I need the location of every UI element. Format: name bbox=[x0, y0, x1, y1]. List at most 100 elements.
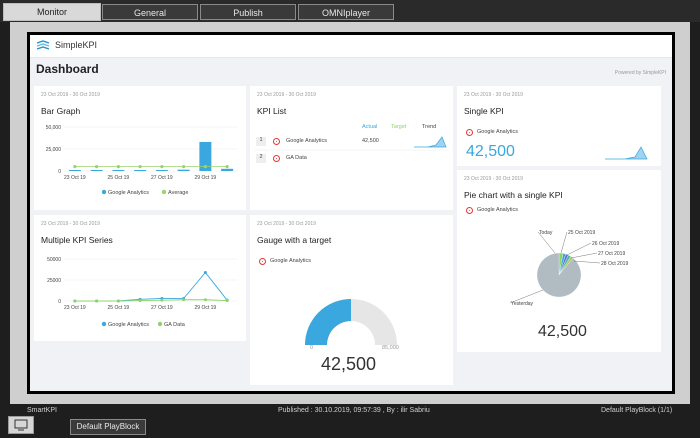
card-title: Gauge with a target bbox=[257, 235, 332, 245]
average-point bbox=[160, 165, 164, 169]
average-point bbox=[116, 165, 120, 169]
series-point bbox=[203, 298, 207, 302]
average-point bbox=[138, 165, 142, 169]
row-name: GA Data bbox=[286, 155, 307, 161]
tab-publish[interactable]: Publish bbox=[200, 4, 296, 20]
card-title: Multiple KPI Series bbox=[41, 235, 113, 245]
page-title: Dashboard bbox=[36, 62, 99, 76]
card-title: KPI List bbox=[257, 106, 287, 116]
kpi-list-card: 23 Oct 2019 - 30 Oct 2019 KPI List Actua… bbox=[250, 86, 453, 210]
default-playblock-button[interactable]: Default PlayBlock bbox=[70, 419, 146, 435]
pie-label: Today bbox=[539, 230, 553, 236]
pie-leader-line bbox=[537, 231, 556, 254]
gauge-chart bbox=[305, 299, 397, 345]
gauge-card: 23 Oct 2019 - 30 Oct 2019 Gauge with a t… bbox=[250, 215, 453, 385]
preview-stage: SimpleKPI Dashboard Powered by SimpleKPI… bbox=[10, 22, 690, 404]
row-index: 2 bbox=[256, 154, 266, 163]
pie-leader-line bbox=[570, 252, 598, 259]
multi-series-chart: 0 25000 50000 23 Oct 19 25 Oct 19 27 Oct 19 29… bbox=[47, 257, 238, 311]
date-range: 23 Oct 2019 - 30 Oct 2019 bbox=[41, 92, 100, 98]
pie-label: 28 Oct 2019 bbox=[601, 261, 628, 267]
brand-name: SimpleKPI bbox=[55, 40, 98, 50]
gauge-max: 85,000 bbox=[382, 345, 399, 351]
x-tick-label: 25 Oct 19 bbox=[108, 175, 130, 181]
legend-google-analytics: Google Analytics bbox=[108, 322, 149, 328]
tab-monitor[interactable]: Monitor bbox=[3, 3, 101, 21]
screen-toggle-button[interactable] bbox=[8, 416, 34, 434]
pie-value: 42,500 bbox=[538, 323, 587, 340]
x-tick-label: 29 Oct 19 bbox=[195, 305, 217, 311]
pie-label: 25 Oct 2019 bbox=[568, 230, 595, 236]
bar bbox=[199, 141, 212, 171]
series-point bbox=[138, 299, 142, 303]
average-point bbox=[95, 165, 99, 169]
pie-source: Google Analytics bbox=[477, 207, 518, 213]
y-tick-label: 25,000 bbox=[46, 147, 62, 153]
x-tick-label: 29 Oct 19 bbox=[195, 175, 217, 181]
gauge-value: 42,500 bbox=[321, 354, 377, 374]
bar bbox=[112, 170, 125, 171]
date-range: 23 Oct 2019 - 30 Oct 2019 bbox=[464, 92, 523, 98]
x-tick-label: 23 Oct 19 bbox=[64, 305, 86, 311]
powered-by: Powered by SimpleKPI bbox=[614, 70, 666, 76]
average-point bbox=[203, 165, 207, 169]
dashboard-area: Dashboard Powered by SimpleKPI 23 Oct 20… bbox=[30, 58, 672, 391]
bar bbox=[155, 170, 168, 171]
google-analytics-icon bbox=[273, 155, 280, 162]
pie-chart: Today 25 Oct 2019 26 Oct 2019 27 Oct 2019 28… bbox=[509, 230, 628, 307]
pie-leader-line bbox=[573, 260, 601, 264]
pie-chart-card: 23 Oct 2019 - 30 Oct 2019 Pie chart with… bbox=[457, 170, 661, 352]
google-analytics-icon bbox=[273, 138, 280, 145]
average-point bbox=[182, 165, 186, 169]
x-tick-label: 23 Oct 19 bbox=[64, 175, 86, 181]
row-index: 1 bbox=[256, 137, 266, 146]
col-target: Target bbox=[391, 124, 407, 130]
legend-ga-data: GA Data bbox=[164, 322, 185, 328]
dashboard-frame: SimpleKPI Dashboard Powered by SimpleKPI… bbox=[27, 32, 675, 394]
google-analytics-icon bbox=[466, 129, 473, 136]
date-range: 23 Oct 2019 - 30 Oct 2019 bbox=[464, 176, 523, 182]
card-title: Single KPI bbox=[464, 106, 504, 116]
col-actual: Actual bbox=[362, 124, 378, 130]
bar-graph-chart: 0 25,000 50,000 23 Oct 19 25 Oct 19 27 Oct 19… bbox=[46, 125, 238, 181]
simplekpi-logo-icon bbox=[36, 40, 50, 50]
series-point bbox=[160, 298, 164, 302]
series-point bbox=[116, 299, 120, 303]
gauge-fill bbox=[305, 299, 351, 345]
series-line bbox=[74, 299, 228, 302]
bar bbox=[134, 170, 147, 171]
pie-leader-line bbox=[509, 289, 544, 304]
bar bbox=[68, 170, 81, 171]
pie-label: 27 Oct 2019 bbox=[598, 251, 625, 257]
pie-slice bbox=[536, 252, 582, 298]
y-tick-label: 50000 bbox=[47, 257, 61, 263]
single-kpi-sparkline bbox=[605, 146, 648, 160]
pie-leader-line bbox=[560, 231, 568, 254]
row-name: Google Analytics bbox=[286, 138, 327, 144]
app-header: SimpleKPI bbox=[30, 35, 672, 58]
trend-sparkline bbox=[254, 136, 449, 151]
series-point bbox=[203, 270, 207, 274]
y-tick-label: 50,000 bbox=[46, 125, 62, 131]
google-analytics-icon bbox=[466, 207, 473, 214]
pie-label: 26 Oct 2019 bbox=[592, 241, 619, 247]
pie-label: Yesterday bbox=[511, 301, 534, 307]
col-trend: Trend bbox=[422, 124, 437, 130]
series-point bbox=[182, 298, 186, 302]
multiple-kpi-series-card: 23 Oct 2019 - 30 Oct 2019 Multiple KPI S… bbox=[34, 215, 246, 341]
gauge-source: Google Analytics bbox=[270, 258, 311, 264]
card-title: Pie chart with a single KPI bbox=[464, 190, 563, 200]
kpi-source: Google Analytics bbox=[477, 129, 518, 135]
gauge-min: 0 bbox=[310, 345, 314, 351]
card-title: Bar Graph bbox=[41, 106, 81, 116]
kpi-value: 42,500 bbox=[466, 143, 515, 160]
footer-app-name: SmartKPI bbox=[27, 407, 57, 414]
footer-published: Published : 30.10.2019, 09:57:39 , By : … bbox=[278, 407, 430, 414]
legend-google-analytics: Google Analytics bbox=[108, 190, 149, 196]
x-tick-label: 25 Oct 19 bbox=[108, 305, 130, 311]
bar-graph-card: 23 Oct 2019 - 30 Oct 2019 Bar Graph 0 25,… bbox=[34, 86, 246, 210]
tab-general[interactable]: General bbox=[102, 4, 198, 20]
tab-omniplayer[interactable]: OMNIplayer bbox=[298, 4, 394, 20]
bar bbox=[177, 169, 190, 171]
series-line bbox=[74, 271, 228, 302]
